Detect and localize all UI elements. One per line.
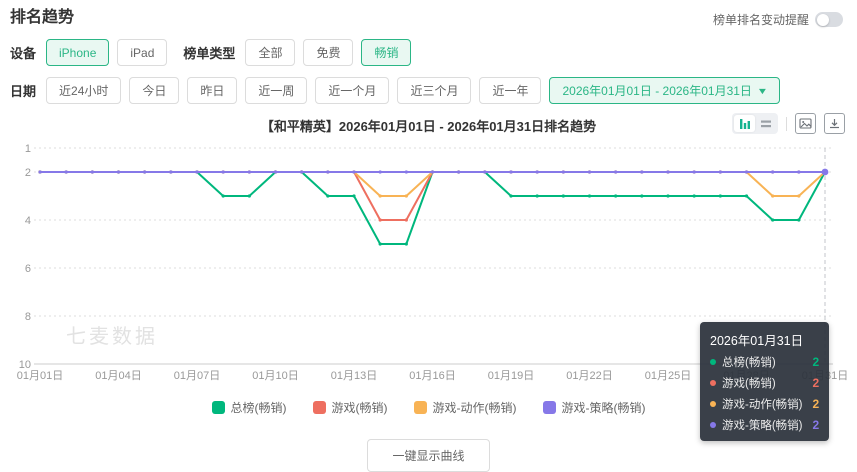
device-label: 设备 <box>10 46 37 61</box>
filter-row-date: 日期 近24小时 今日 昨日 近一周 近一个月 近三个月 近一年 2026年01月01日 - … <box>10 77 857 104</box>
date-option-6[interactable]: 近一年 <box>479 77 542 104</box>
chart-toolbar <box>732 113 845 134</box>
svg-text:1: 1 <box>25 143 31 155</box>
legend-label: 游戏-策略(畅销) <box>561 401 646 415</box>
rank-change-reminder: 榜单排名变动提醒 <box>713 11 843 28</box>
tooltip-row-3: 游戏-策略(畅销) 2 <box>710 417 819 433</box>
legend-swatch-icon <box>211 401 225 414</box>
svg-text:01月07日: 01月07日 <box>174 370 220 382</box>
series-dot-icon <box>710 380 716 386</box>
svg-text:01月19日: 01月19日 <box>488 370 534 382</box>
filters: 设备 iPhone iPad 榜单类型 全部 免费 畅销 日期 近24小时 今日 昨日 近一… <box>0 39 857 104</box>
svg-text:01月10日: 01月10日 <box>252 370 298 382</box>
device-option-1[interactable]: iPad <box>117 39 168 66</box>
tooltip-series-name: 游戏(畅销) <box>722 378 776 390</box>
date-option-5[interactable]: 近三个月 <box>397 77 472 104</box>
chart-tooltip: 2026年01月31日 总榜(畅销) 2 游戏(畅销) 2 游戏-动作(畅销) 2 游戏-策… <box>700 322 830 441</box>
series-dot-icon <box>710 422 716 428</box>
svg-text:01月04日: 01月04日 <box>95 370 141 382</box>
legend-swatch-icon <box>312 401 326 414</box>
svg-text:2: 2 <box>25 167 31 179</box>
svg-text:10: 10 <box>19 359 31 371</box>
legend-swatch-icon <box>413 401 427 414</box>
legend-label: 游戏-动作(畅销) <box>432 401 517 415</box>
date-option-2[interactable]: 昨日 <box>187 77 238 104</box>
series-dot-icon <box>710 359 716 365</box>
download-icon[interactable] <box>824 113 845 134</box>
tooltip-row-1: 游戏(畅销) 2 <box>710 375 819 391</box>
svg-text:6: 6 <box>25 263 31 275</box>
legend-item-2[interactable]: 游戏-动作(畅销) <box>413 399 517 416</box>
chart-title: 【和平精英】2026年01月01日 - 2026年01月31日排名趋势 <box>260 119 597 134</box>
tooltip-series-name: 游戏-策略(畅销) <box>722 420 803 432</box>
tooltip-row-2: 游戏-动作(畅销) 2 <box>710 396 819 412</box>
table-view-icon[interactable] <box>755 115 776 132</box>
svg-text:01月01日: 01月01日 <box>17 370 63 382</box>
date-option-1[interactable]: 今日 <box>129 77 180 104</box>
rank-trend-chart[interactable]: 1 2 4 6 8 10 01月01日 01月04日 01月07日 01月10日 01月13日 01月… <box>0 142 857 441</box>
chart-type-option-0[interactable]: 全部 <box>245 39 296 66</box>
date-option-4[interactable]: 近一个月 <box>315 77 390 104</box>
page-title: 排名趋势 <box>10 9 75 26</box>
tooltip-rows: 总榜(畅销) 2 游戏(畅销) 2 游戏-动作(畅销) 2 游戏-策略(畅销) 2 <box>710 354 819 433</box>
chart-type-label: 榜单类型 <box>183 46 236 61</box>
date-option-3[interactable]: 近一周 <box>245 77 308 104</box>
legend-label: 总榜(畅销) <box>230 401 287 415</box>
chart-area: 【和平精英】2026年01月01日 - 2026年01月31日排名趋势 1 2 4 6… <box>0 113 857 441</box>
tooltip-series-name: 游戏-动作(畅销) <box>722 399 803 411</box>
view-switcher <box>732 113 778 134</box>
legend-item-3[interactable]: 游戏-策略(畅销) <box>542 399 646 416</box>
legend-label: 游戏(畅销) <box>331 401 388 415</box>
reminder-toggle[interactable] <box>815 12 843 27</box>
svg-text:01月25日: 01月25日 <box>645 370 691 382</box>
chevron-down-icon: ▼ <box>756 85 769 96</box>
date-option-0[interactable]: 近24小时 <box>46 77 122 104</box>
top-bar: 排名趋势 榜单排名变动提醒 <box>0 0 857 28</box>
svg-text:4: 4 <box>25 215 31 227</box>
date-options: 近24小时 今日 昨日 近一周 近一个月 近三个月 近一年 2026年01月01日 - 202… <box>46 77 788 104</box>
chart-type-option-2[interactable]: 畅销 <box>361 39 412 66</box>
tooltip-series-value: 2 <box>812 355 820 369</box>
tooltip-date: 2026年01月31日 <box>710 334 804 348</box>
legend-swatch-icon <box>542 401 556 414</box>
legend-item-0[interactable]: 总榜(畅销) <box>211 399 287 416</box>
svg-text:01月13日: 01月13日 <box>331 370 377 382</box>
chart-type-option-1[interactable]: 免费 <box>303 39 354 66</box>
svg-text:8: 8 <box>25 311 31 323</box>
toggle-knob <box>817 13 829 26</box>
tooltip-series-value: 2 <box>812 418 820 432</box>
footer: 一键显示曲线 <box>0 439 857 472</box>
chart-type-options: 全部 免费 畅销 <box>245 39 419 66</box>
tooltip-series-value: 2 <box>812 397 820 411</box>
date-range-picker[interactable]: 2026年01月01日 - 2026年01月31日 ▼ <box>549 77 780 104</box>
date-label: 日期 <box>10 84 37 99</box>
device-option-0[interactable]: iPhone <box>46 39 110 66</box>
device-options: iPhone iPad <box>46 39 175 66</box>
filter-row-device-type: 设备 iPhone iPad 榜单类型 全部 免费 畅销 <box>10 39 857 66</box>
rank-change-reminder-label: 榜单排名变动提醒 <box>712 13 809 27</box>
svg-text:01月22日: 01月22日 <box>566 370 612 382</box>
tooltip-row-0: 总榜(畅销) 2 <box>710 354 819 370</box>
date-range-value: 2026年01月01日 - 2026年01月31日 <box>562 84 752 98</box>
export-image-icon[interactable] <box>795 113 816 134</box>
chart-legend: 总榜(畅销) 游戏(畅销) 游戏-动作(畅销) 游戏-策略(畅销) <box>0 399 857 416</box>
toolbar-divider <box>786 116 787 131</box>
show-all-curves-button[interactable]: 一键显示曲线 <box>367 439 490 472</box>
tooltip-series-value: 2 <box>812 376 820 390</box>
svg-text:01月16日: 01月16日 <box>409 370 455 382</box>
tooltip-series-name: 总榜(畅销) <box>722 357 776 369</box>
legend-item-1[interactable]: 游戏(畅销) <box>312 399 388 416</box>
series-dot-icon <box>710 401 716 407</box>
bar-chart-view-icon[interactable] <box>734 115 755 132</box>
